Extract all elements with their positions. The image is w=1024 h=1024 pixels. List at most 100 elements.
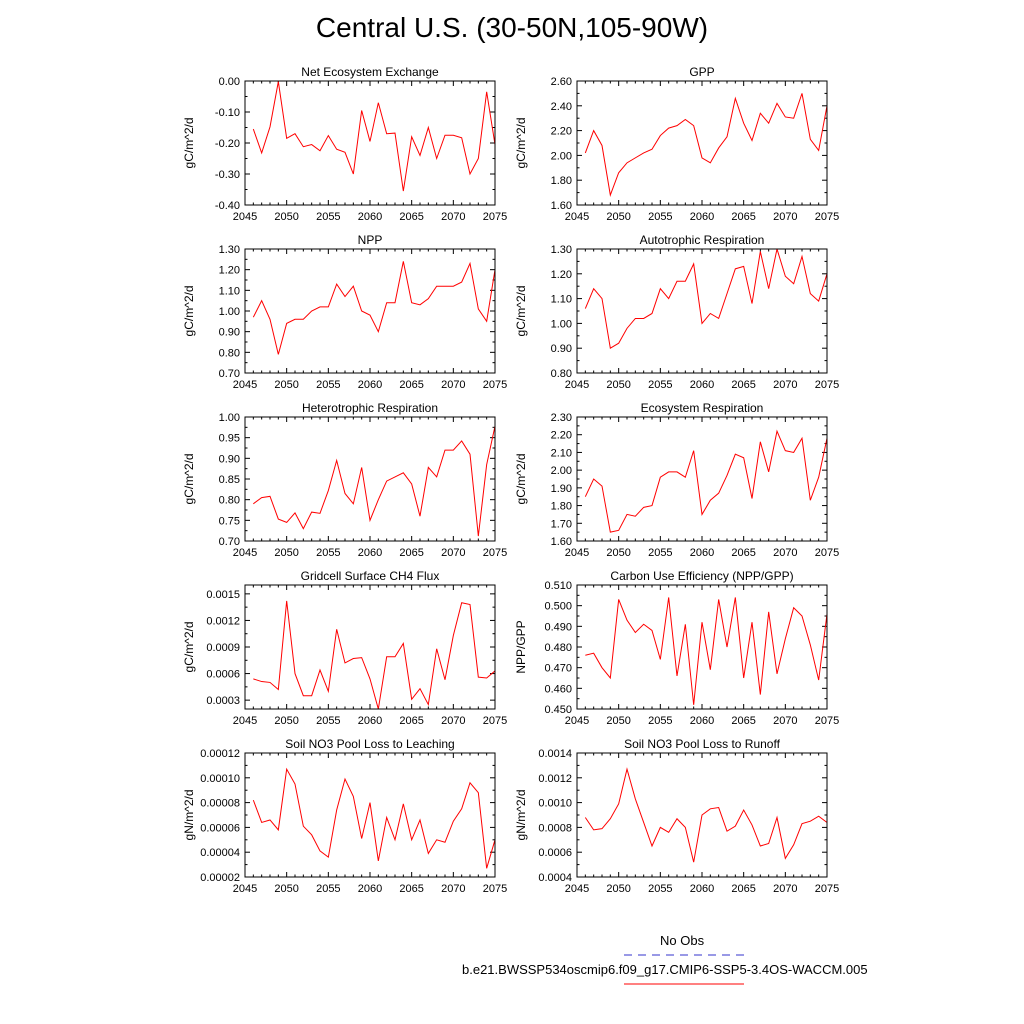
y-tick-label: 0.70: [219, 368, 240, 380]
y-tick-label: 0.470: [544, 663, 572, 675]
y-axis-label: NPP/GPP: [514, 620, 528, 673]
panel-title-carbon-use-efficiency-npp-gpp: Carbon Use Efficiency (NPP/GPP): [610, 569, 793, 583]
x-tick-label: 2070: [773, 211, 797, 223]
y-tick-label: 0.80: [551, 368, 572, 380]
x-tick-label: 2050: [606, 379, 630, 391]
x-tick-label: 2075: [483, 211, 507, 223]
y-tick-label: 0.0012: [538, 773, 572, 785]
x-tick-label: 2045: [565, 715, 589, 727]
y-tick-label: 1.70: [551, 518, 572, 530]
panel-title-npp: NPP: [358, 233, 383, 247]
plot-frame: [576, 248, 828, 374]
x-tick-label: 2065: [399, 715, 423, 727]
y-tick-label: 0.00008: [200, 798, 240, 810]
panel-title-heterotrophic-respiration: Heterotrophic Respiration: [302, 401, 438, 415]
x-tick-label: 2045: [233, 715, 257, 727]
y-axis-label: gC/m^2/d: [182, 454, 196, 505]
x-tick-label: 2055: [648, 547, 672, 559]
y-tick-label: 0.00002: [200, 872, 240, 884]
y-tick-label: 0.80: [219, 347, 240, 359]
plot-frame: [244, 584, 496, 710]
panel-title-autotrophic-respiration: Autotrophic Respiration: [640, 233, 765, 247]
panel-soil-no3-pool-loss-to-leaching: Soil NO3 Pool Loss to Leaching gN/m^2/d 20…: [182, 737, 507, 895]
series-line-gridcell-surface-ch4-flux: [253, 600, 495, 709]
y-tick-label: 1.80: [551, 501, 572, 513]
y-tick-label: 1.30: [551, 244, 572, 256]
y-axis-label: gC/m^2/d: [182, 118, 196, 169]
y-tick-label: 0.0012: [206, 615, 240, 627]
x-tick-label: 2070: [773, 379, 797, 391]
plot-frame: [576, 416, 828, 542]
x-tick-label: 2070: [773, 883, 797, 895]
y-axis-label: gC/m^2/d: [182, 622, 196, 673]
x-tick-label: 2045: [565, 883, 589, 895]
y-tick-label: 1.00: [551, 318, 572, 330]
y-tick-label: 2.60: [551, 76, 572, 88]
panel-npp: NPP gC/m^2/d 2045 2050 2055 2060 2065 2070 2075 1…: [182, 233, 507, 391]
x-tick-label: 2065: [731, 715, 755, 727]
y-tick-label: 0.00: [219, 76, 240, 88]
x-tick-label: 2075: [815, 715, 839, 727]
series-line-gpp: [584, 93, 827, 198]
y-tick-label: 2.00: [551, 465, 572, 477]
x-tick-label: 2045: [233, 379, 257, 391]
y-tick-label: 1.10: [219, 285, 240, 297]
panel-soil-no3-pool-loss-to-runoff: Soil NO3 Pool Loss to Runoff gN/m^2/d 2045…: [514, 737, 839, 895]
series-line-soil-no3-pool-loss-to-leaching: [252, 767, 495, 869]
y-tick-label: 1.00: [219, 306, 240, 318]
x-tick-label: 2065: [731, 883, 755, 895]
y-tick-label: 1.20: [551, 269, 572, 281]
plot-frame: [576, 80, 828, 206]
series-line-heterotrophic-respiration: [253, 425, 495, 537]
y-tick-label: 0.95: [219, 433, 240, 445]
y-axis-label: gC/m^2/d: [514, 118, 528, 169]
y-tick-label: 2.20: [551, 126, 572, 138]
y-axis-label: gC/m^2/d: [514, 286, 528, 337]
y-tick-label: 0.0014: [538, 748, 572, 760]
y-tick-label: 2.30: [551, 412, 572, 424]
plot-frame: [244, 752, 496, 878]
y-tick-label: -0.20: [215, 138, 240, 150]
x-tick-label: 2045: [233, 883, 257, 895]
x-tick-label: 2050: [274, 883, 298, 895]
y-axis-label: gC/m^2/d: [514, 454, 528, 505]
y-tick-label: 0.85: [219, 474, 240, 486]
panel-title-gpp: GPP: [689, 65, 714, 79]
panel-ecosystem-respiration: Ecosystem Respiration gC/m^2/d 2045 2050 205…: [514, 401, 839, 559]
y-tick-label: 0.0004: [538, 872, 572, 884]
x-tick-label: 2050: [274, 379, 298, 391]
y-tick-label: 2.20: [551, 430, 572, 442]
y-tick-label: 0.00004: [200, 847, 240, 859]
y-tick-label: 0.490: [544, 621, 572, 633]
x-tick-label: 2070: [441, 211, 465, 223]
x-tick-label: 2075: [483, 547, 507, 559]
x-tick-label: 2070: [441, 883, 465, 895]
x-tick-label: 2055: [316, 715, 340, 727]
x-tick-label: 2050: [606, 715, 630, 727]
x-tick-label: 2045: [233, 547, 257, 559]
x-tick-label: 2060: [690, 211, 714, 223]
x-tick-label: 2055: [648, 883, 672, 895]
y-tick-label: 1.20: [219, 265, 240, 277]
plot-frame: [244, 80, 496, 206]
y-tick-label: 0.00010: [200, 773, 240, 785]
x-tick-label: 2075: [483, 883, 507, 895]
x-tick-label: 2065: [399, 883, 423, 895]
x-tick-label: 2050: [606, 883, 630, 895]
panel-title-soil-no3-pool-loss-to-leaching: Soil NO3 Pool Loss to Leaching: [285, 737, 454, 751]
panel-carbon-use-efficiency-npp-gpp: Carbon Use Efficiency (NPP/GPP) NPP/GPP 20…: [514, 569, 839, 727]
x-tick-label: 2070: [773, 715, 797, 727]
x-tick-label: 2060: [358, 547, 382, 559]
y-tick-label: 0.0015: [206, 589, 240, 601]
series-line-net-ecosystem-exchange: [252, 81, 495, 192]
y-tick-label: 1.80: [551, 175, 572, 187]
x-tick-label: 2070: [773, 547, 797, 559]
x-tick-label: 2045: [233, 211, 257, 223]
panel-title-ecosystem-respiration: Ecosystem Respiration: [641, 401, 764, 415]
x-tick-label: 2060: [690, 547, 714, 559]
x-tick-label: 2050: [274, 211, 298, 223]
y-tick-label: 0.0009: [206, 642, 240, 654]
figure-title: Central U.S. (30-50N,105-90W): [315, 12, 709, 43]
y-tick-label: 1.00: [219, 412, 240, 424]
